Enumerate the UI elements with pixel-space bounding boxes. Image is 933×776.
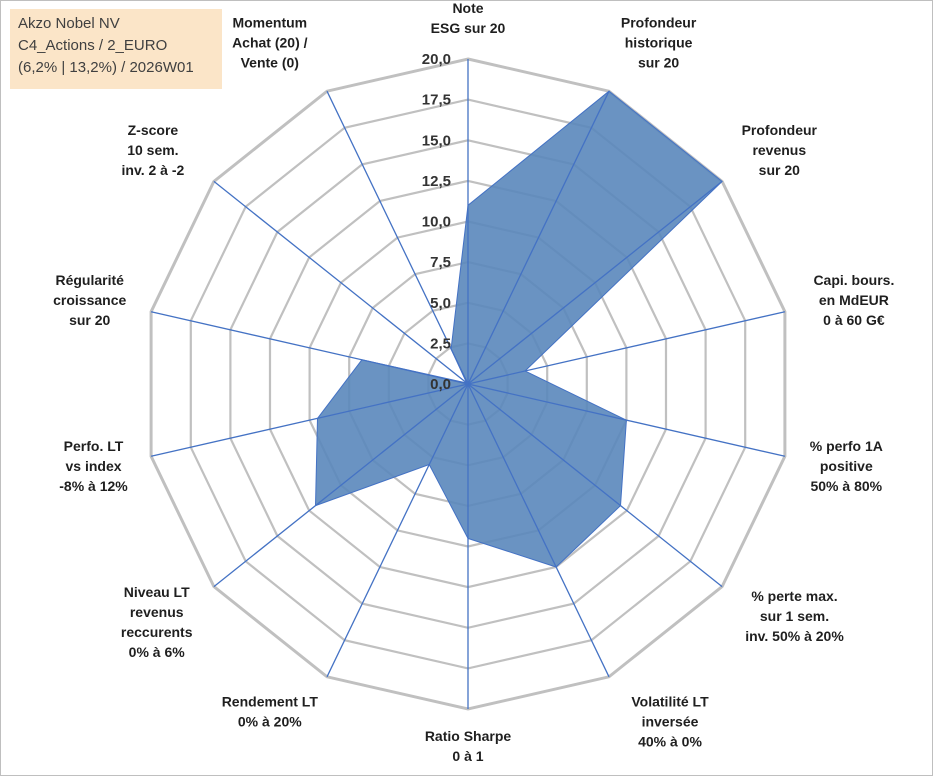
- axis-label-7-line-3: 40% à 0%: [638, 734, 702, 750]
- axis-label-4-line-1: Capi. bours.: [813, 272, 894, 288]
- axis-label-12: Régularité croissance sur 20: [53, 272, 126, 328]
- axis-label-12-line-2: croissance: [53, 292, 126, 308]
- axis-label-11-line-2: vs index: [65, 458, 121, 474]
- tick-label-8: 20,0: [422, 51, 451, 68]
- axis-label-3-line-3: sur 20: [759, 162, 800, 178]
- tick-label-4: 10,0: [422, 214, 451, 231]
- axis-spoke-9: [326, 383, 469, 678]
- axis-label-14-line-2: Achat (20) /: [232, 34, 308, 50]
- title-line-1: Akzo Nobel NV: [18, 15, 120, 32]
- axis-label-9: Rendement LT 0% à 20%: [222, 694, 319, 730]
- axis-label-6-line-1: % perte max.: [751, 588, 837, 604]
- axis-label-8: Ratio Sharpe 0 à 1: [425, 728, 512, 764]
- axis-label-5: % perfo 1A positive 50% à 80%: [810, 438, 883, 494]
- axis-label-10-line-1: Niveau LT: [124, 584, 190, 600]
- axis-label-13-line-2: 10 sem.: [127, 142, 178, 158]
- axis-spoke-4: [467, 311, 786, 385]
- axis-label-10: Niveau LT revenus reccurents 0% à 6%: [121, 584, 193, 660]
- axis-label-5-line-2: positive: [820, 458, 873, 474]
- axis-label-3-line-2: revenus: [752, 142, 806, 158]
- tick-label-1: 2,5: [430, 335, 451, 352]
- axis-label-3: Profondeur revenus sur 20: [742, 122, 818, 178]
- axis-label-1-line-2: ESG sur 20: [431, 20, 506, 36]
- axis-label-12-line-3: sur 20: [69, 312, 110, 328]
- axis-spoke-10: [213, 383, 469, 588]
- axis-label-4: Capi. bours. en MdEUR 0 à 60 G€: [813, 272, 894, 328]
- axis-label-14-line-1: Momentum: [232, 14, 307, 30]
- axis-label-2: Profondeur historique sur 20: [621, 14, 697, 70]
- tick-label-2: 5,0: [430, 295, 451, 312]
- axis-label-13-line-1: Z-score: [128, 122, 179, 138]
- axis-label-7: Volatilité LT inversée 40% à 0%: [631, 694, 709, 750]
- tick-label-5: 12,5: [422, 173, 451, 190]
- axis-label-7-line-1: Volatilité LT: [631, 694, 709, 710]
- axis-label-2-line-3: sur 20: [638, 54, 679, 70]
- axis-spoke-13: [213, 180, 469, 385]
- axis-spoke-11: [150, 383, 469, 457]
- axis-label-1: Note ESG sur 20: [431, 0, 506, 36]
- axis-label-2-line-1: Profondeur: [621, 14, 697, 30]
- axis-label-8-line-1: Ratio Sharpe: [425, 728, 512, 744]
- axis-label-13: Z-score 10 sem. inv. 2 à -2: [122, 122, 185, 178]
- axis-label-5-line-3: 50% à 80%: [810, 478, 882, 494]
- axis-label-13-line-3: inv. 2 à -2: [122, 162, 185, 178]
- axis-label-6-line-2: sur 1 sem.: [760, 608, 829, 624]
- axis-label-5-line-1: % perfo 1A: [810, 438, 883, 454]
- axis-label-9-line-2: 0% à 20%: [238, 714, 302, 730]
- axis-label-14-line-3: Vente (0): [241, 54, 299, 70]
- axis-label-4-line-2: en MdEUR: [819, 292, 889, 308]
- axis-label-2-line-2: historique: [625, 34, 693, 50]
- axis-label-3-line-1: Profondeur: [742, 122, 818, 138]
- axis-label-10-line-3: reccurents: [121, 624, 193, 640]
- axis-label-11-line-3: -8% à 12%: [59, 478, 128, 494]
- axis-spoke-3: [467, 180, 723, 385]
- axis-label-12-line-1: Régularité: [55, 272, 124, 288]
- axis-spoke-6: [467, 383, 723, 588]
- tick-label-7: 17,5: [422, 92, 451, 109]
- axis-label-10-line-4: 0% à 6%: [129, 644, 186, 660]
- axis-label-7-line-2: inversée: [642, 714, 699, 730]
- chart-title-box: Akzo Nobel NV C4_Actions / 2_EURO (6,2% …: [10, 9, 222, 89]
- axis-spoke-7: [467, 383, 610, 678]
- axis-label-6-line-3: inv. 50% à 20%: [745, 628, 844, 644]
- axis-label-14: Momentum Achat (20) / Vente (0): [232, 14, 308, 70]
- axis-label-1-line-1: Note: [452, 0, 483, 16]
- axis-label-8-line-2: 0 à 1: [452, 748, 483, 764]
- axis-label-9-line-1: Rendement LT: [222, 694, 319, 710]
- axis-label-11-line-1: Perfo. LT: [64, 438, 124, 454]
- axis-label-6: % perte max. sur 1 sem. inv. 50% à 20%: [745, 588, 844, 644]
- axis-spoke-12: [150, 311, 469, 385]
- axis-label-11: Perfo. LT vs index -8% à 12%: [59, 438, 128, 494]
- title-line-2: C4_Actions / 2_EURO: [18, 37, 168, 54]
- tick-label-0: 0,0: [430, 376, 451, 393]
- axis-label-4-line-3: 0 à 60 G€: [823, 312, 885, 328]
- axis-spoke-14: [326, 90, 469, 385]
- axis-label-10-line-2: revenus: [130, 604, 184, 620]
- tick-label-3: 7,5: [430, 254, 451, 271]
- title-line-3: (6,2% | 13,2%) / 2026W01: [18, 59, 194, 76]
- tick-label-6: 15,0: [422, 132, 451, 149]
- axis-spoke-2: [467, 90, 610, 385]
- axis-spoke-5: [467, 383, 786, 457]
